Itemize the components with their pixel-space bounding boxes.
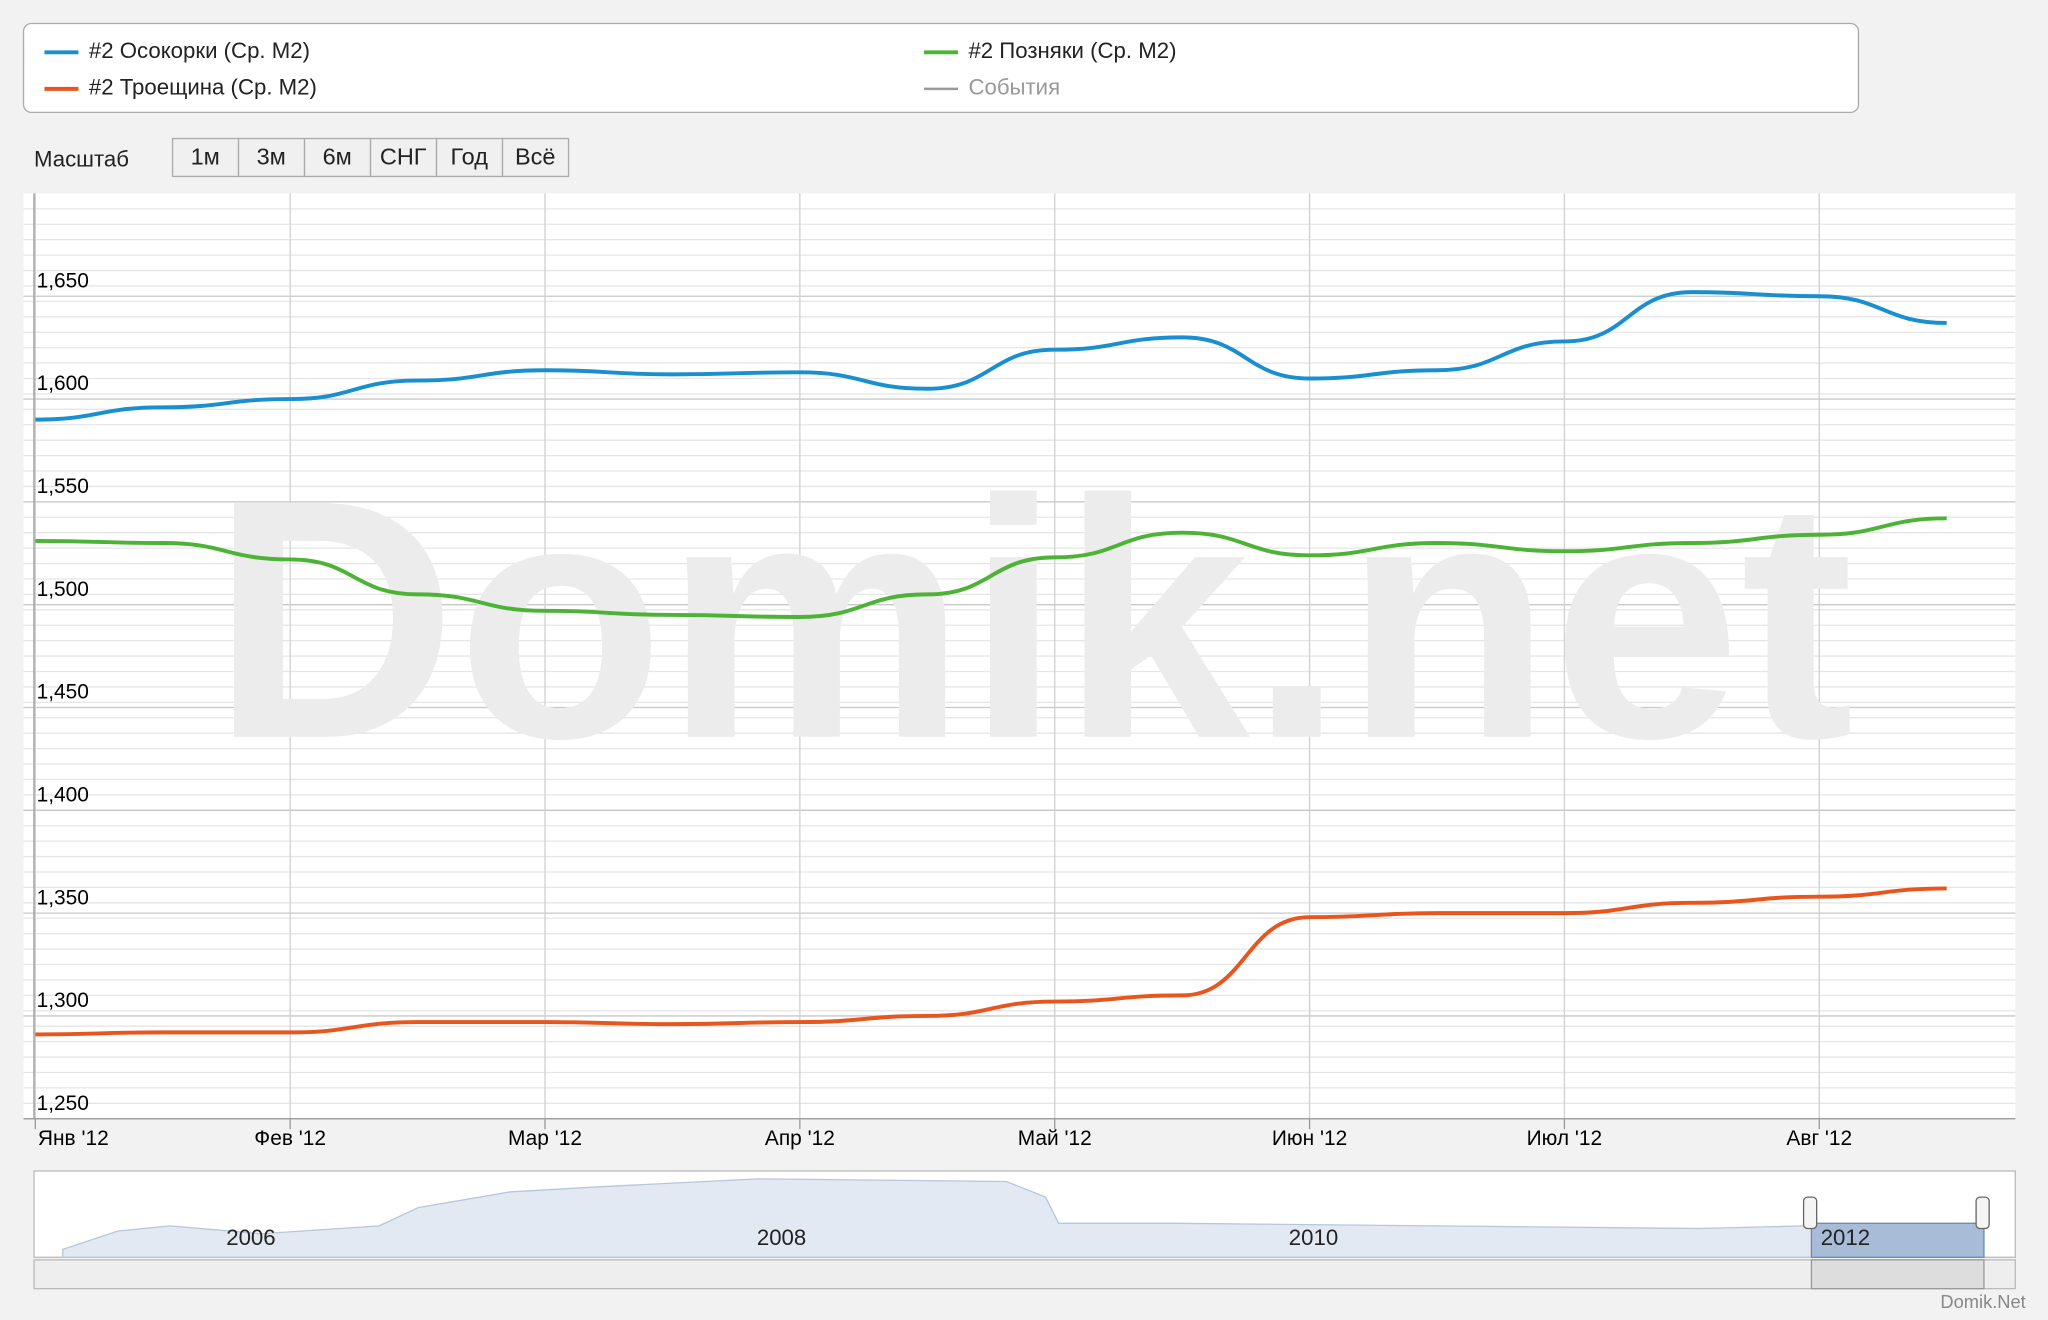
y-tick-label: 1,400 xyxy=(37,783,89,806)
x-tick-label: Май '12 xyxy=(1018,1127,1092,1150)
x-tick-label: Мар '12 xyxy=(508,1127,582,1150)
x-tick-label: Июн '12 xyxy=(1272,1127,1347,1150)
button-face[interactable] xyxy=(303,137,372,178)
navigator xyxy=(33,1170,2016,1290)
button-label[interactable]: 3м xyxy=(257,143,286,169)
credit: Domik.Net xyxy=(1940,1291,2025,1312)
y-tick-label: 1,650 xyxy=(37,269,89,292)
x-tick-label: Апр '12 xyxy=(765,1127,835,1150)
navigator-label: 2006 xyxy=(226,1225,275,1250)
button-label[interactable]: 6м xyxy=(323,143,352,169)
legend-label: #2 Троещина (Ср. М2) xyxy=(89,75,317,100)
button-label[interactable]: СНГ xyxy=(380,143,427,169)
zoom-button[interactable]: 3м xyxy=(237,137,306,178)
x-tick-label: Янв '12 xyxy=(38,1127,109,1150)
y-tick-label: 1,250 xyxy=(37,1092,89,1115)
legend-label: События xyxy=(968,75,1060,100)
button-face[interactable] xyxy=(501,137,570,178)
legend xyxy=(22,22,1860,114)
legend-label: #2 Осокорки (Ср. М2) xyxy=(89,38,310,63)
x-tick-label: Авг '12 xyxy=(1786,1127,1852,1150)
y-tick-label: 1,600 xyxy=(37,372,89,395)
series-line xyxy=(35,886,1947,1037)
x-tick-label: Июл '12 xyxy=(1527,1127,1603,1150)
y-tick-label: 1,500 xyxy=(37,578,89,601)
zoom-button[interactable]: СНГ xyxy=(369,137,438,178)
button-face[interactable] xyxy=(171,137,240,178)
legend-label: #2 Позняки (Ср. М2) xyxy=(968,38,1176,63)
zoom-button[interactable]: 6м xyxy=(303,137,372,178)
y-tick-label: 1,550 xyxy=(37,475,89,498)
watermark: Domik.net xyxy=(211,430,1854,810)
y-tick-label: 1,300 xyxy=(37,989,89,1012)
x-tick-label: Фев '12 xyxy=(254,1127,326,1150)
button-label[interactable]: Год xyxy=(450,143,488,169)
button-label[interactable]: Всё xyxy=(515,143,556,169)
y-tick-label: 1,350 xyxy=(37,886,89,909)
zoom-button[interactable]: Всё xyxy=(501,137,570,178)
zoom-button[interactable]: 1м xyxy=(171,137,240,178)
series-line xyxy=(35,516,1947,619)
navigator-label: 2012 xyxy=(1821,1225,1870,1250)
navigator-label: 2008 xyxy=(757,1225,806,1250)
scale-label: Масштаб xyxy=(34,147,129,172)
button-face[interactable] xyxy=(369,137,438,178)
zoom-button[interactable]: Год xyxy=(435,137,504,178)
series-line xyxy=(35,290,1947,422)
navigator-label: 2010 xyxy=(1289,1225,1338,1250)
y-tick-label: 1,450 xyxy=(37,681,89,704)
button-label[interactable]: 1м xyxy=(191,143,220,169)
